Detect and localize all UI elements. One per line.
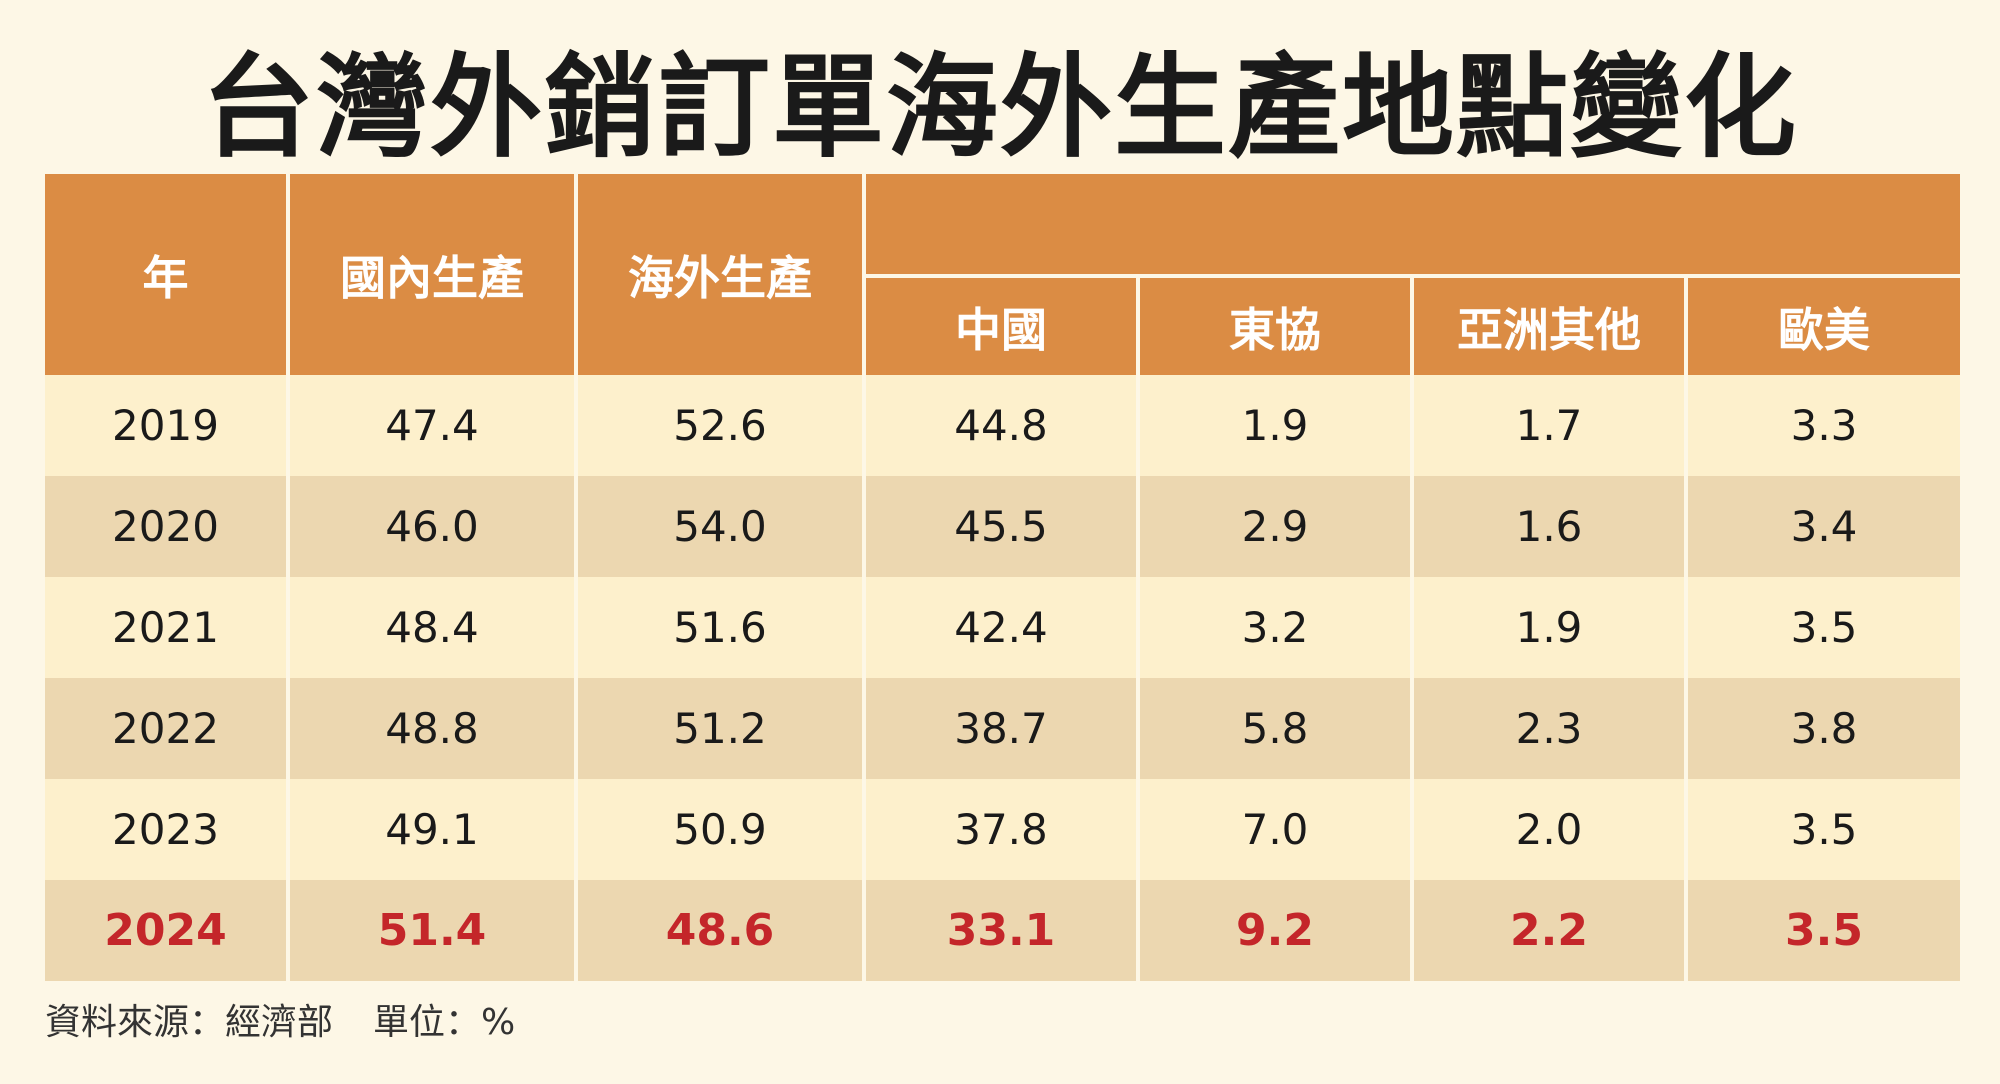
- cell-asean: 9.2: [1138, 880, 1414, 981]
- cell-year: 2024: [45, 880, 290, 981]
- cell-overseas: 54.0: [576, 476, 866, 577]
- source-label: 資料來源：經濟部: [45, 1002, 334, 1043]
- source-note: 資料來源：經濟部 單位：%: [45, 998, 515, 1048]
- table-row: 2019 47.4 52.6 44.8 1.9 1.7 3.3: [45, 375, 1960, 476]
- cell-europe-us: 3.4: [1686, 476, 1960, 577]
- header-other-asia: 亞洲其他: [1412, 274, 1688, 375]
- cell-year: 2020: [45, 476, 290, 577]
- cell-asean: 2.9: [1138, 476, 1414, 577]
- header-asean: 東協: [1138, 274, 1414, 375]
- unit-label: 單位：%: [373, 1002, 516, 1043]
- cell-domestic: 49.1: [288, 779, 578, 880]
- cell-europe-us: 3.5: [1686, 779, 1960, 880]
- cell-year: 2019: [45, 375, 290, 476]
- cell-china: 42.4: [864, 577, 1140, 678]
- cell-other-asia: 1.9: [1412, 577, 1688, 678]
- header-europe-us: 歐美: [1686, 274, 1960, 375]
- cell-europe-us: 3.8: [1686, 678, 1960, 779]
- cell-domestic: 48.4: [288, 577, 578, 678]
- cell-domestic: 46.0: [288, 476, 578, 577]
- cell-overseas: 51.2: [576, 678, 866, 779]
- header-domestic: 國內生產: [288, 174, 578, 375]
- cell-asean: 5.8: [1138, 678, 1414, 779]
- page-title: 台灣外銷訂單海外生產地點變化: [202, 43, 1798, 173]
- cell-year: 2023: [45, 779, 290, 880]
- table-row: 2020 46.0 54.0 45.5 2.9 1.6 3.4: [45, 476, 1960, 577]
- table-row: 2023 49.1 50.9 37.8 7.0 2.0 3.5: [45, 779, 1960, 880]
- table-row: 2024 51.4 48.6 33.1 9.2 2.2 3.5: [45, 880, 1960, 981]
- cell-china: 33.1: [864, 880, 1140, 981]
- data-table: 年 國內生產 海外生產 中國 東協 亞洲其他 歐美 2019 47.4 52.6 44…: [45, 174, 1960, 981]
- cell-china: 44.8: [864, 375, 1140, 476]
- cell-europe-us: 3.5: [1686, 577, 1960, 678]
- header-year: 年: [45, 174, 290, 375]
- cell-other-asia: 1.7: [1412, 375, 1688, 476]
- cell-asean: 7.0: [1138, 779, 1414, 880]
- cell-year: 2021: [45, 577, 290, 678]
- cell-year: 2022: [45, 678, 290, 779]
- table-row: 2021 48.4 51.6 42.4 3.2 1.9 3.5: [45, 577, 1960, 678]
- cell-asean: 1.9: [1138, 375, 1414, 476]
- header-overseas: 海外生產: [576, 174, 866, 375]
- cell-domestic: 47.4: [288, 375, 578, 476]
- cell-domestic: 48.8: [288, 678, 578, 779]
- cell-asean: 3.2: [1138, 577, 1414, 678]
- cell-other-asia: 2.3: [1412, 678, 1688, 779]
- cell-domestic: 51.4: [288, 880, 578, 981]
- cell-other-asia: 2.2: [1412, 880, 1688, 981]
- cell-overseas: 51.6: [576, 577, 866, 678]
- table-row: 2022 48.8 51.2 38.7 5.8 2.3 3.8: [45, 678, 1960, 779]
- cell-overseas: 48.6: [576, 880, 866, 981]
- header-china: 中國: [864, 274, 1140, 375]
- cell-overseas: 52.6: [576, 375, 866, 476]
- cell-other-asia: 2.0: [1412, 779, 1688, 880]
- header-overseas-group: [864, 174, 1960, 276]
- table-body: 2019 47.4 52.6 44.8 1.9 1.7 3.3 2020 46.0 54.0 45.…: [45, 375, 1960, 981]
- cell-other-asia: 1.6: [1412, 476, 1688, 577]
- cell-china: 37.8: [864, 779, 1140, 880]
- cell-europe-us: 3.3: [1686, 375, 1960, 476]
- cell-china: 45.5: [864, 476, 1140, 577]
- cell-china: 38.7: [864, 678, 1140, 779]
- cell-overseas: 50.9: [576, 779, 866, 880]
- cell-europe-us: 3.5: [1686, 880, 1960, 981]
